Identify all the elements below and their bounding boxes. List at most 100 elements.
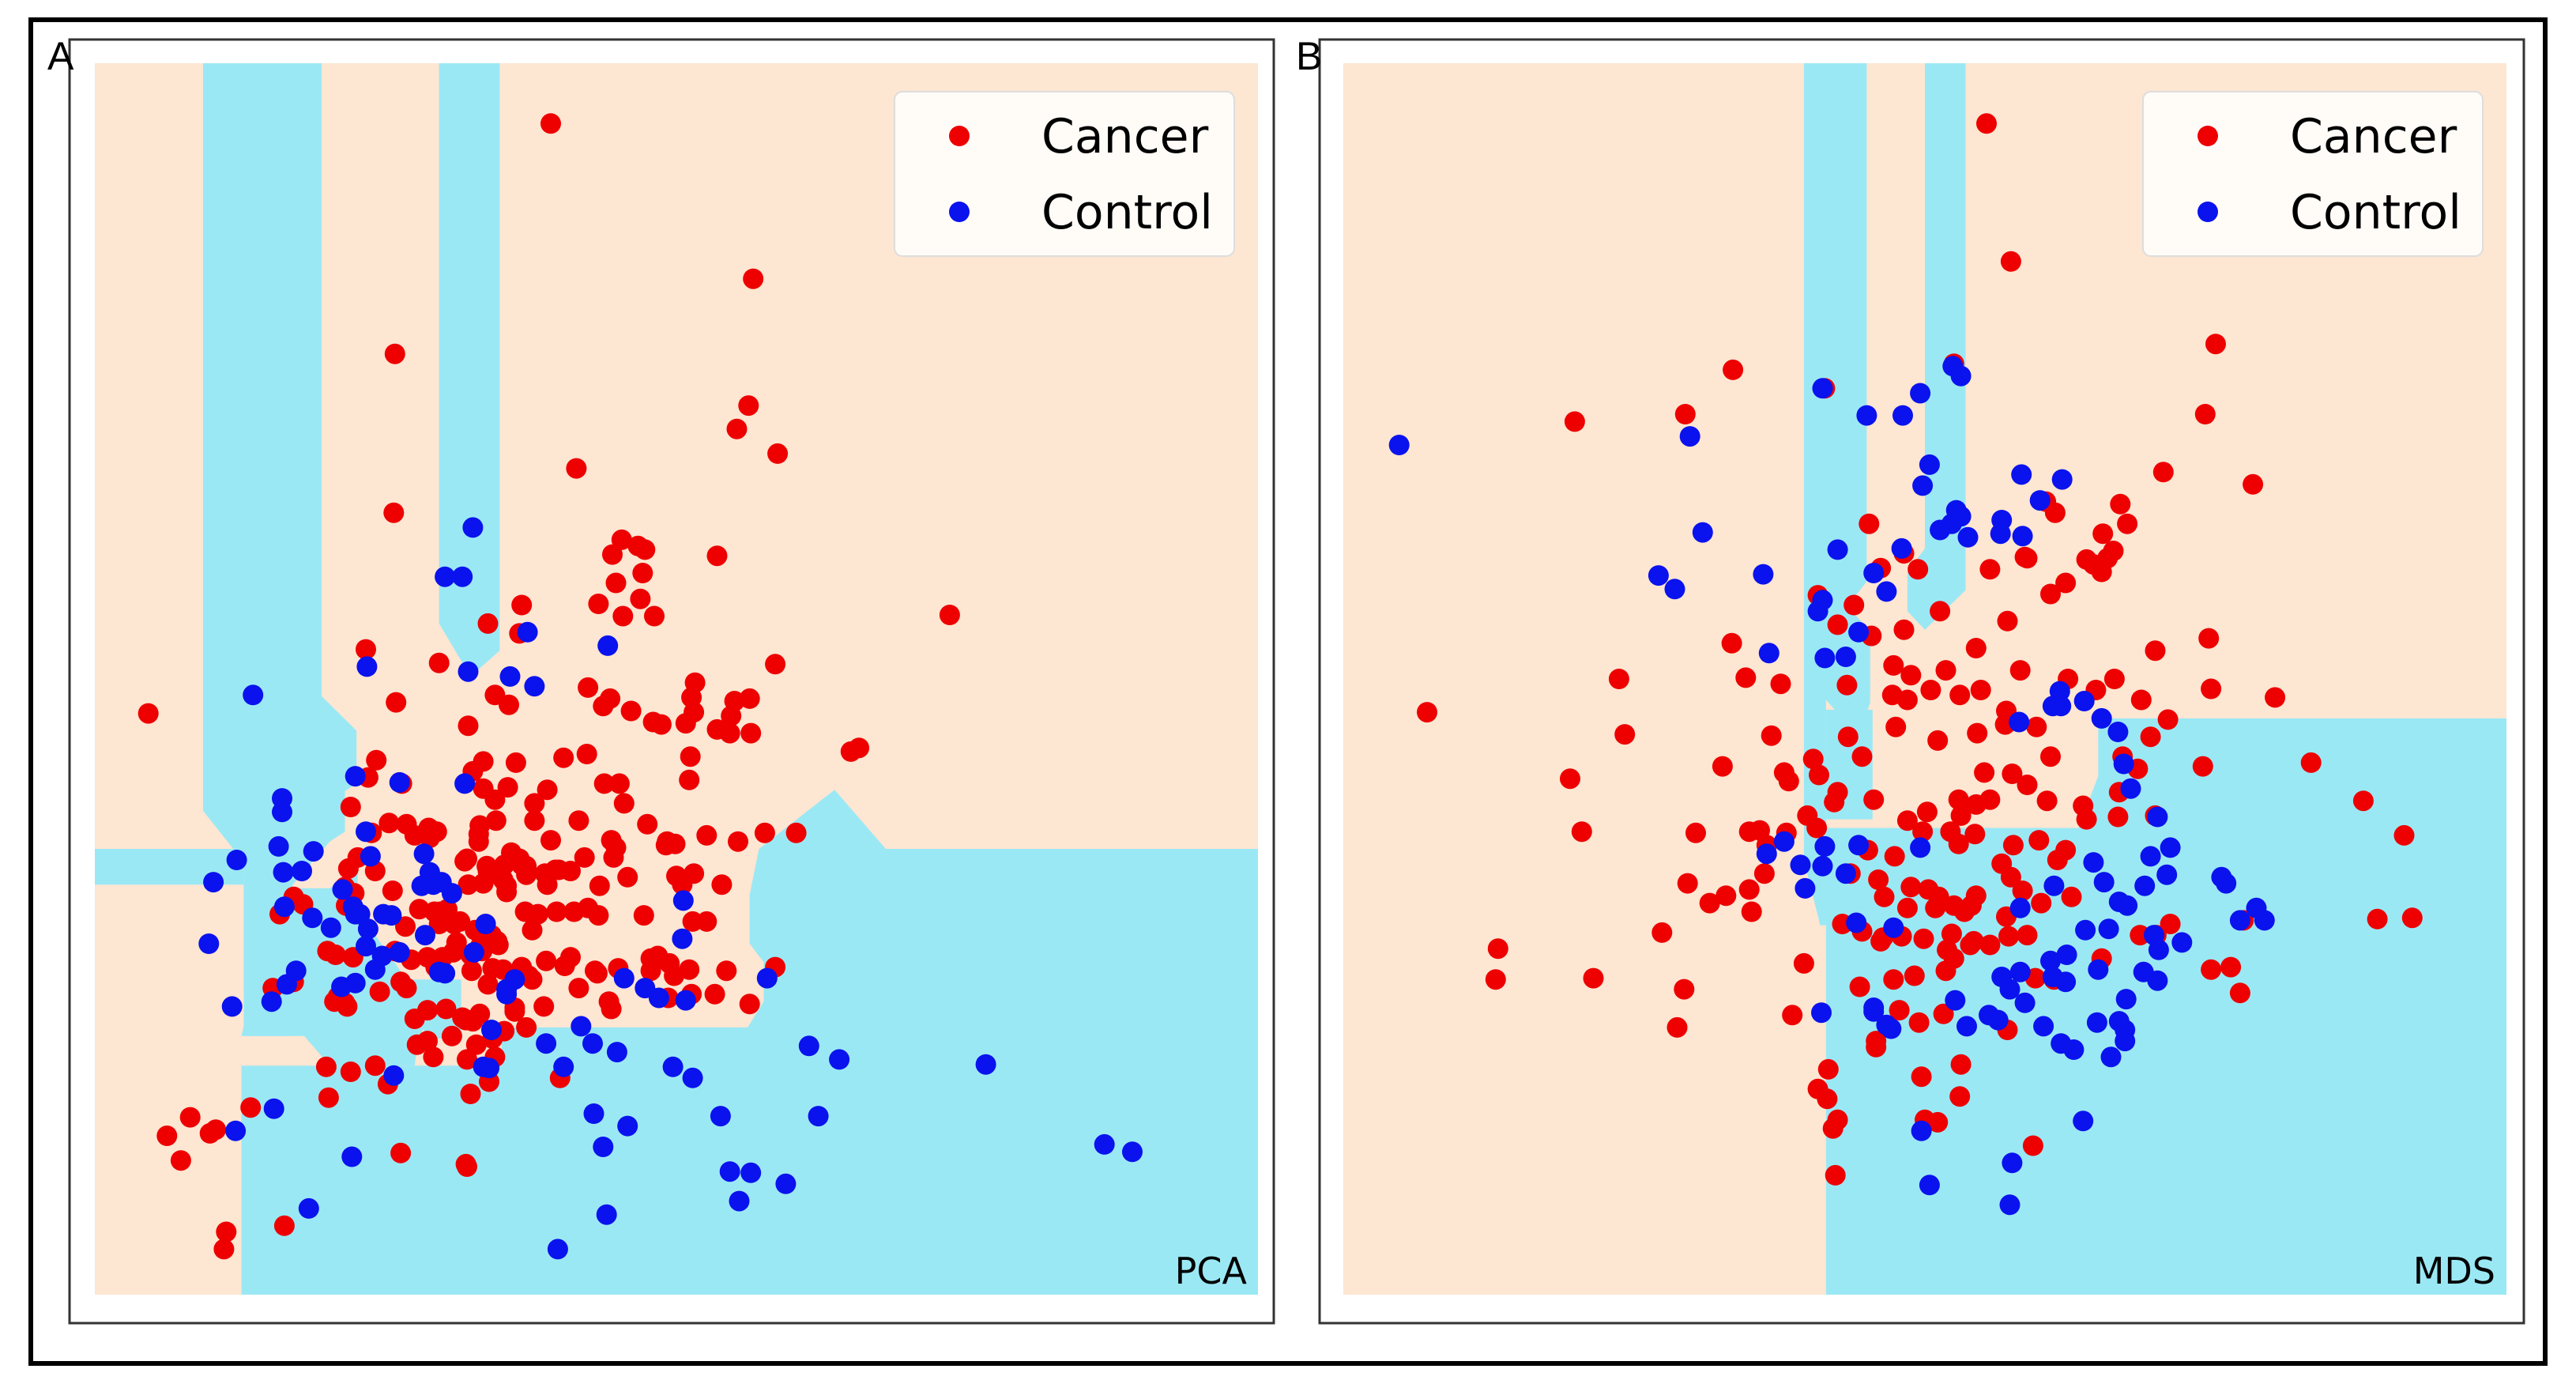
point-cancer-b xyxy=(2229,982,2250,1004)
point-cancer-b xyxy=(1913,928,1934,949)
point-cancer-b xyxy=(1976,113,1997,134)
point-control-b xyxy=(1773,831,1795,852)
point-cancer-a xyxy=(473,873,494,894)
point-cancer-a xyxy=(588,905,609,926)
point-control-b xyxy=(1863,563,1885,583)
point-cancer-b xyxy=(2205,334,2226,355)
legend-marker-control xyxy=(2198,202,2218,222)
point-cancer-a xyxy=(739,688,760,709)
point-control-a xyxy=(617,1115,638,1137)
point-cancer-b xyxy=(1859,513,1880,534)
point-control-a xyxy=(341,1146,363,1167)
point-control-a xyxy=(332,879,353,900)
point-cancer-a xyxy=(404,824,425,846)
point-control-b xyxy=(2113,753,2134,775)
legend-marker-cancer xyxy=(949,126,970,146)
point-cancer-a xyxy=(537,779,558,801)
point-control-b xyxy=(2009,961,2031,982)
region-control-b-0 xyxy=(1803,63,2506,1295)
point-cancer-b xyxy=(1949,684,1971,706)
point-control-b xyxy=(1912,475,1934,496)
point-cancer-a xyxy=(364,1055,386,1077)
method-label-b: MDS xyxy=(2413,1250,2495,1292)
point-cancer-a xyxy=(586,963,608,984)
point-cancer-b xyxy=(2401,907,2423,929)
point-cancer-a xyxy=(488,934,509,956)
point-cancer-b xyxy=(1674,979,1695,1000)
point-cancer-a xyxy=(612,605,634,627)
point-cancer-a xyxy=(378,813,400,834)
point-control-b xyxy=(2040,950,2061,971)
point-cancer-a xyxy=(633,905,654,926)
point-control-b xyxy=(2002,1152,2023,1174)
point-cancer-b xyxy=(1935,660,1956,681)
point-control-b xyxy=(2051,469,2073,490)
point-cancer-a xyxy=(240,1097,262,1118)
panel-b: B Cancer Control MDS xyxy=(1296,34,2525,1325)
point-control-b xyxy=(1991,510,2013,530)
point-cancer-a xyxy=(457,1049,477,1070)
point-cancer-b xyxy=(2201,959,2222,980)
point-control-a xyxy=(458,661,479,682)
point-control-a xyxy=(292,861,312,881)
point-cancer-b xyxy=(1806,817,1828,839)
point-cancer-b xyxy=(1908,1012,1930,1033)
point-control-b xyxy=(2051,696,2072,717)
point-control-b xyxy=(1863,1001,1885,1022)
point-cancer-b xyxy=(2040,583,2061,605)
point-cancer-b xyxy=(1685,822,1706,843)
point-control-a xyxy=(454,773,476,794)
point-cancer-a xyxy=(356,639,376,660)
point-cancer-b xyxy=(1963,930,1984,952)
point-cancer-b xyxy=(2300,752,2322,773)
point-cancer-a xyxy=(632,563,653,583)
point-cancer-b xyxy=(2002,764,2023,784)
point-control-b xyxy=(1664,579,1685,600)
point-cancer-a xyxy=(840,741,861,762)
point-control-b xyxy=(1910,837,1931,858)
point-control-a xyxy=(672,890,694,911)
point-control-b xyxy=(2093,872,2115,893)
point-control-a xyxy=(273,862,294,883)
point-cancer-b xyxy=(1904,965,1925,986)
point-control-a xyxy=(415,925,435,946)
point-control-b xyxy=(1679,426,1700,447)
point-control-a xyxy=(582,1033,603,1054)
point-control-b xyxy=(1835,863,1856,884)
point-control-b xyxy=(2147,806,2168,828)
point-control-b xyxy=(2216,873,2237,894)
point-cancer-b xyxy=(2026,716,2047,737)
point-control-a xyxy=(593,1137,614,1157)
point-control-a xyxy=(276,974,297,995)
point-control-b xyxy=(1756,843,1777,865)
point-control-b xyxy=(2254,910,2275,931)
point-cancer-a xyxy=(524,810,545,831)
point-cancer-a xyxy=(711,874,733,896)
legend-marker-cancer xyxy=(2198,126,2218,146)
point-cancer-b xyxy=(1881,684,1903,706)
point-cancer-a xyxy=(568,810,589,831)
point-cancer-b xyxy=(2028,830,2050,851)
point-cancer-b xyxy=(2092,523,2114,545)
point-cancer-b xyxy=(1998,926,2019,947)
point-control-a xyxy=(729,1190,750,1212)
point-control-a xyxy=(356,821,376,843)
point-cancer-a xyxy=(672,874,693,896)
region-control-a-7 xyxy=(241,790,1258,1295)
point-control-b xyxy=(1919,1175,1940,1196)
point-control-b xyxy=(2140,846,2161,867)
point-control-b xyxy=(1945,990,1966,1011)
point-cancer-b xyxy=(1827,614,1848,635)
point-cancer-a xyxy=(554,956,575,976)
point-cancer-b xyxy=(2040,746,2061,767)
point-cancer-a xyxy=(386,692,407,713)
point-cancer-a xyxy=(366,749,387,771)
point-cancer-a xyxy=(396,978,417,999)
point-control-a xyxy=(808,1106,829,1127)
legend-b: Cancer Control xyxy=(2142,91,2484,257)
point-cancer-b xyxy=(1979,559,2001,580)
point-cancer-b xyxy=(2107,806,2129,828)
point-cancer-a xyxy=(337,858,359,879)
point-cancer-b xyxy=(1721,632,1742,654)
point-control-a xyxy=(383,1065,405,1086)
